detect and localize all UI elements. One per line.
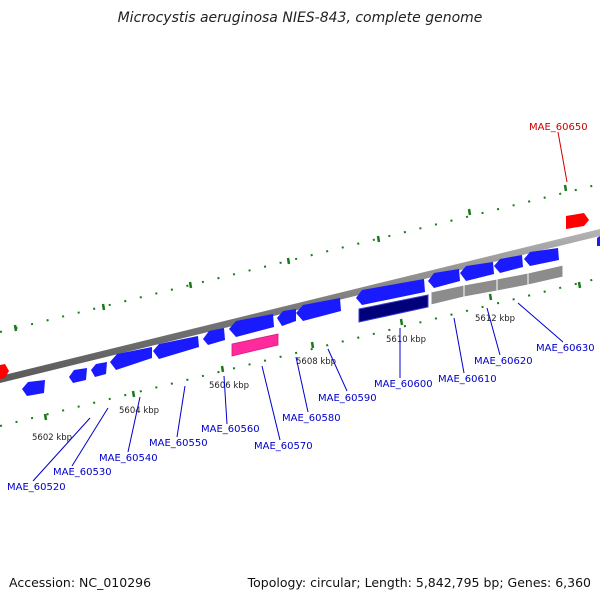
gene-arrow-MAE_60540[interactable]: [91, 362, 107, 377]
gene-label-MAE_60540[interactable]: MAE_60540: [99, 453, 158, 464]
gene-label-MAE_60570[interactable]: MAE_60570: [254, 441, 313, 452]
scale-label-5610: 5610 kbp: [386, 335, 426, 345]
gene-label-MAE_60620[interactable]: MAE_60620: [474, 356, 533, 367]
gene-arrow-MAE_60620a[interactable]: [460, 262, 494, 281]
gene-label-MAE_60550[interactable]: MAE_60550: [149, 438, 208, 449]
gene-arrow-MAE_60600a[interactable]: [356, 279, 425, 305]
gene-arrow-MAE_60520[interactable]: [22, 380, 45, 396]
gene-arrow-MAE_60570a[interactable]: [229, 314, 274, 337]
gene-label-MAE_60580[interactable]: MAE_60580: [282, 413, 341, 424]
gene-arrow-left-edge[interactable]: [0, 364, 9, 379]
gene-label-MAE_60560[interactable]: MAE_60560: [201, 424, 260, 435]
gene-arrow-MAE_60550b[interactable]: [153, 336, 199, 359]
gene-label-MAE_60600[interactable]: MAE_60600: [374, 379, 433, 390]
pseudo-gene-track: [430, 264, 564, 306]
gene-label-MAE_60590[interactable]: MAE_60590: [318, 393, 377, 404]
gene-box-MAE_60570[interactable]: [231, 333, 279, 357]
inner-tick-track: [0, 277, 600, 427]
gene-arrow-MAE_60650[interactable]: [566, 213, 589, 229]
gene-label-MAE_60520[interactable]: MAE_60520: [7, 482, 66, 493]
gene-arrow-MAE_60550a[interactable]: [110, 347, 152, 370]
accession-text: Accession: NC_010296: [9, 575, 152, 590]
outer-major-ticks: [13, 184, 568, 332]
gene-arrow-partial-right[interactable]: [597, 236, 600, 246]
scale-label-5608: 5608 kbp: [296, 357, 336, 367]
inner-major-ticks: [43, 281, 582, 421]
topology-text: Topology: circular; Length: 5,842,795 bp…: [247, 575, 591, 590]
gene-label-MAE_60650[interactable]: MAE_60650: [529, 122, 588, 133]
gene-box-MAE_60620a[interactable]: [463, 278, 498, 298]
gene-label-MAE_60610[interactable]: MAE_60610: [438, 374, 497, 385]
scale-label-5604: 5604 kbp: [119, 406, 159, 416]
gene-leader-line-red: [557, 131, 568, 183]
scale-label-5602: 5602 kbp: [32, 433, 72, 443]
gene-arrow-MAE_60560[interactable]: [203, 328, 225, 345]
gene-box-MAE_60620b[interactable]: [496, 272, 529, 292]
genome-backbone: [0, 229, 600, 383]
scale-label-5612: 5612 kbp: [475, 314, 515, 324]
cds-track: [22, 248, 559, 396]
gene-box-MAE_60600[interactable]: [358, 294, 429, 323]
gene-arrow-MAE_60580b[interactable]: [296, 298, 341, 321]
gene-arrow-MAE_60630a[interactable]: [524, 248, 559, 266]
gene-arrow-MAE_60530[interactable]: [69, 368, 87, 383]
gene-leader-lines: [32, 302, 564, 482]
genome-title: Microcystis aeruginosa NIES-843, complet…: [117, 10, 483, 26]
gene-label-MAE_60530[interactable]: MAE_60530: [53, 467, 112, 478]
gene-arrow-MAE_60580a[interactable]: [277, 309, 296, 326]
gene-label-MAE_60630[interactable]: MAE_60630: [536, 343, 595, 354]
gene-box-MAE_60610[interactable]: [430, 284, 465, 306]
gene-box-MAE_60630[interactable]: [527, 264, 564, 286]
gene-arrow-MAE_60620b[interactable]: [494, 255, 523, 273]
gene-arrow-MAE_60610a[interactable]: [428, 269, 460, 288]
scale-label-5606: 5606 kbp: [209, 381, 249, 391]
